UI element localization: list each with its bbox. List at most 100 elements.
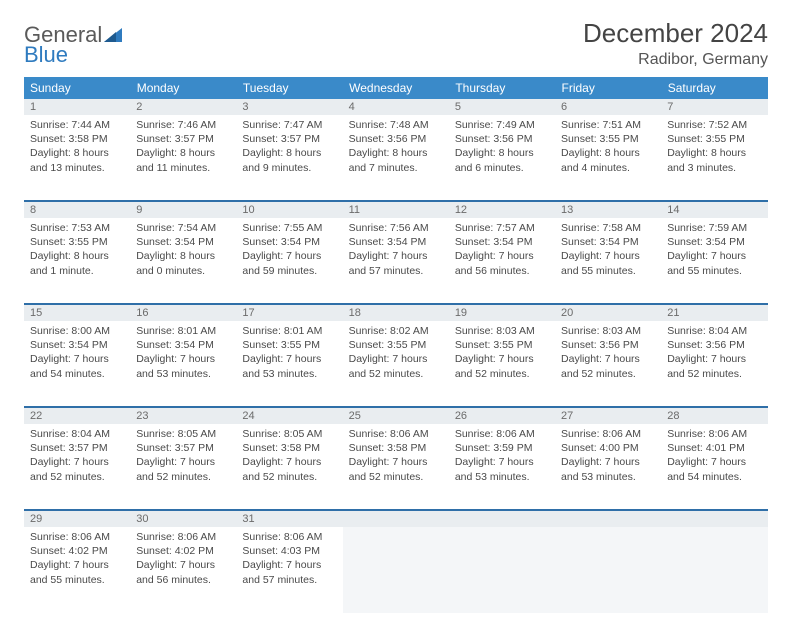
sunrise-line: Sunrise: 8:00 AM [30,324,124,338]
day-cell-body: Sunrise: 8:03 AMSunset: 3:56 PMDaylight:… [555,321,661,385]
day-cell: Sunrise: 8:06 AMSunset: 3:59 PMDaylight:… [449,424,555,510]
day-cell-body: Sunrise: 8:06 AMSunset: 4:00 PMDaylight:… [555,424,661,488]
sunrise-line: Sunrise: 8:06 AM [349,427,443,441]
day-number-cell: 5 [449,99,555,115]
sunrise-line: Sunrise: 8:03 AM [455,324,549,338]
day-body-row: Sunrise: 8:00 AMSunset: 3:54 PM Daylight:… [24,321,768,407]
day-number-cell: 4 [343,99,449,115]
day-cell-body: Sunrise: 7:46 AMSunset: 3:57 PMDaylight:… [130,115,236,179]
location-label: Radibor, Germany [583,51,768,69]
sunset-line: Sunset: 3:55 PM [30,235,124,249]
day-cell-body: Sunrise: 7:55 AMSunset: 3:54 PMDaylight:… [236,218,342,282]
daylight-line: Daylight: 7 hours and 52 minutes. [30,455,124,483]
sunset-line: Sunset: 3:55 PM [667,132,761,146]
sunset-line: Sunset: 3:54 PM [136,235,230,249]
sunrise-line: Sunrise: 7:55 AM [242,221,336,235]
weekday-header: Wednesday [343,77,449,99]
sunrise-line: Sunrise: 7:58 AM [561,221,655,235]
sunrise-line: Sunrise: 7:57 AM [455,221,549,235]
day-number-cell: 12 [449,201,555,218]
sunrise-line: Sunrise: 7:53 AM [30,221,124,235]
day-cell: Sunrise: 7:49 AMSunset: 3:56 PMDaylight:… [449,115,555,201]
day-number-cell: 18 [343,304,449,321]
sunrise-line: Sunrise: 7:59 AM [667,221,761,235]
sunrise-line: Sunrise: 8:06 AM [667,427,761,441]
daylight-line: Daylight: 7 hours and 53 minutes. [561,455,655,483]
sunset-line: Sunset: 3:56 PM [561,338,655,352]
day-cell-body: Sunrise: 7:57 AMSunset: 3:54 PMDaylight:… [449,218,555,282]
brand-word-2: Blue [24,44,122,66]
sunset-line: Sunset: 3:55 PM [455,338,549,352]
day-cell: Sunrise: 8:00 AMSunset: 3:54 PMDaylight:… [24,321,130,407]
day-number-row: 22232425262728 [24,407,768,424]
sunrise-line: Sunrise: 7:51 AM [561,118,655,132]
day-cell-body: Sunrise: 8:04 AMSunset: 3:57 PMDaylight:… [24,424,130,488]
day-cell-body: Sunrise: 7:51 AMSunset: 3:55 PMDaylight:… [555,115,661,179]
day-number-cell: 14 [661,201,767,218]
day-cell-body: Sunrise: 7:53 AMSunset: 3:55 PMDaylight:… [24,218,130,282]
daylight-line: Daylight: 7 hours and 57 minutes. [349,249,443,277]
day-cell-body: Sunrise: 7:48 AMSunset: 3:56 PMDaylight:… [343,115,449,179]
sunrise-line: Sunrise: 8:03 AM [561,324,655,338]
sunrise-line: Sunrise: 7:56 AM [349,221,443,235]
daylight-line: Daylight: 7 hours and 55 minutes. [561,249,655,277]
day-body-row: Sunrise: 7:53 AMSunset: 3:55 PM Daylight:… [24,218,768,304]
day-number-cell: 24 [236,407,342,424]
sunrise-line: Sunrise: 8:06 AM [561,427,655,441]
day-cell: Sunrise: 7:48 AMSunset: 3:56 PMDaylight:… [343,115,449,201]
day-cell: Sunrise: 8:06 AMSunset: 4:02 PMDaylight:… [130,527,236,613]
day-cell: Sunrise: 8:06 AMSunset: 4:00 PMDaylight:… [555,424,661,510]
sunset-line: Sunset: 3:54 PM [30,338,124,352]
day-cell-body: Sunrise: 8:05 AMSunset: 3:57 PMDaylight:… [130,424,236,488]
day-cell: Sunrise: 7:51 AMSunset: 3:55 PMDaylight:… [555,115,661,201]
sunrise-line: Sunrise: 8:04 AM [30,427,124,441]
month-title: December 2024 [583,18,768,49]
daylight-line: Daylight: 7 hours and 52 minutes. [242,455,336,483]
weekday-header: Tuesday [236,77,342,99]
day-cell: Sunrise: 8:01 AMSunset: 3:55 PMDaylight:… [236,321,342,407]
sunset-line: Sunset: 3:54 PM [667,235,761,249]
day-number-cell: 13 [555,201,661,218]
sunset-line: Sunset: 3:58 PM [30,132,124,146]
empty-cell [449,527,555,613]
day-number-cell: 7 [661,99,767,115]
day-number-cell: 15 [24,304,130,321]
sunrise-line: Sunrise: 8:01 AM [242,324,336,338]
day-cell-body: Sunrise: 8:06 AMSunset: 3:58 PMDaylight:… [343,424,449,488]
day-cell [343,527,449,613]
sunset-line: Sunset: 3:54 PM [349,235,443,249]
day-number-cell: 17 [236,304,342,321]
sunrise-line: Sunrise: 7:52 AM [667,118,761,132]
calendar-page: General Blue December 2024 Radibor, Germ… [0,0,792,631]
day-cell: Sunrise: 8:01 AMSunset: 3:54 PMDaylight:… [130,321,236,407]
title-block: December 2024 Radibor, Germany [583,18,768,69]
sunset-line: Sunset: 3:58 PM [242,441,336,455]
day-cell: Sunrise: 7:47 AMSunset: 3:57 PMDaylight:… [236,115,342,201]
header: General Blue December 2024 Radibor, Germ… [24,18,768,69]
day-cell-body: Sunrise: 8:03 AMSunset: 3:55 PMDaylight:… [449,321,555,385]
empty-cell [343,527,449,613]
day-number-cell: 2 [130,99,236,115]
day-number-cell: 25 [343,407,449,424]
day-cell: Sunrise: 7:44 AMSunset: 3:58 PMDaylight:… [24,115,130,201]
day-cell [449,527,555,613]
day-number-cell: 10 [236,201,342,218]
weekday-header: Friday [555,77,661,99]
sunrise-line: Sunrise: 7:46 AM [136,118,230,132]
day-number-cell: 20 [555,304,661,321]
daylight-line: Daylight: 7 hours and 54 minutes. [667,455,761,483]
day-cell-body: Sunrise: 8:01 AMSunset: 3:55 PMDaylight:… [236,321,342,385]
day-body-row: Sunrise: 8:04 AMSunset: 3:57 PMDaylight:… [24,424,768,510]
weekday-header: Thursday [449,77,555,99]
day-cell-body: Sunrise: 8:01 AMSunset: 3:54 PMDaylight:… [130,321,236,385]
day-number-cell [555,510,661,527]
day-cell: Sunrise: 8:06 AMSunset: 4:03 PMDaylight:… [236,527,342,613]
day-number-cell [661,510,767,527]
sunset-line: Sunset: 4:00 PM [561,441,655,455]
day-number-cell: 19 [449,304,555,321]
brand-logo: General Blue [24,18,122,66]
sunset-line: Sunset: 3:54 PM [455,235,549,249]
daylight-line: Daylight: 7 hours and 55 minutes. [30,558,124,586]
daylight-line: Daylight: 7 hours and 52 minutes. [455,352,549,380]
day-cell: Sunrise: 7:58 AMSunset: 3:54 PMDaylight:… [555,218,661,304]
